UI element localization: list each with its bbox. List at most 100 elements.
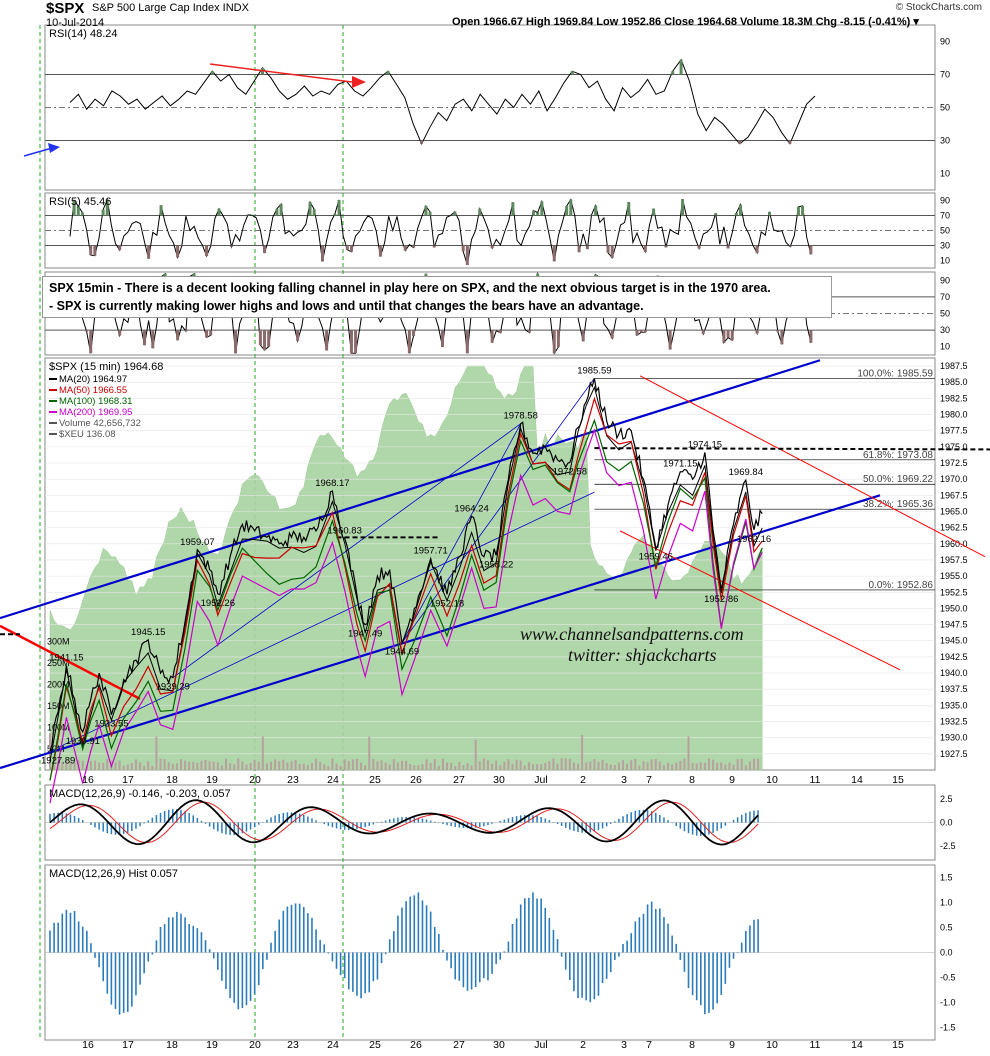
watermark-twitter: twitter: shjackcharts bbox=[568, 645, 717, 665]
price-tick-label: 1967.5 bbox=[940, 490, 968, 500]
x-axis-label-bottom: 3 bbox=[621, 1039, 627, 1051]
x-axis-label-bottom: 19 bbox=[206, 1039, 218, 1051]
rsi-tick-label: 50 bbox=[940, 103, 950, 113]
falling-channel-lower bbox=[619, 530, 901, 671]
stockcharts-credit: © StockCharts.com bbox=[895, 2, 982, 13]
x-axis-label-bottom: 7 bbox=[646, 1039, 652, 1051]
rsi-tick-label: 30 bbox=[940, 325, 950, 335]
x-axis-label-bottom: Jul bbox=[534, 1039, 547, 1051]
rsi-tick-label: 10 bbox=[940, 342, 950, 352]
price-point-label: 1958.22 bbox=[479, 559, 513, 570]
price-tick-label: 1940.0 bbox=[940, 668, 968, 678]
fib-level-label: 0.0%: 1952.86 bbox=[869, 580, 934, 591]
price-tick-label: 1957.5 bbox=[940, 555, 968, 565]
rsi-tick-label: 90 bbox=[940, 196, 950, 206]
x-axis-label: 26 bbox=[410, 774, 422, 786]
x-axis-label: 7 bbox=[646, 774, 652, 786]
macd-tick-label: 2.5 bbox=[940, 794, 953, 804]
x-axis-label: 14 bbox=[851, 774, 863, 786]
price-point-label: 1985.59 bbox=[577, 365, 611, 376]
x-axis-label: 19 bbox=[206, 774, 218, 786]
price-point-label: 1945.15 bbox=[131, 627, 165, 638]
rsi-divergence-line bbox=[209, 63, 353, 83]
rsi14-legend: RSI(14) 48.24 bbox=[49, 28, 117, 40]
symbol-description: S&P 500 Large Cap Index INDX bbox=[92, 2, 249, 14]
symbol-label: $SPX bbox=[46, 0, 85, 17]
price-tick-label: 1935.0 bbox=[940, 700, 968, 710]
x-axis-label: 9 bbox=[729, 774, 735, 786]
rsi-tick-label: 50 bbox=[940, 309, 950, 319]
rsi-tick-label: 90 bbox=[940, 37, 950, 47]
price-point-label: 1952.18 bbox=[430, 598, 464, 609]
downtrend-line bbox=[0, 624, 141, 701]
x-axis-label: 20 bbox=[249, 774, 261, 786]
price-point-label: 1960.83 bbox=[328, 525, 362, 536]
hist-tick-label: 1.5 bbox=[940, 873, 953, 883]
price-point-label: 1962.16 bbox=[737, 534, 771, 545]
macd-signal-line bbox=[49, 801, 759, 844]
x-axis-label-bottom: 30 bbox=[493, 1039, 505, 1051]
price-tick-label: 1965.0 bbox=[940, 506, 968, 516]
price-point-label: 1944.69 bbox=[385, 647, 419, 658]
price-point-label: 1959.07 bbox=[180, 537, 214, 548]
price-tick-label: 1960.0 bbox=[940, 539, 968, 549]
price-point-label: 1933.55 bbox=[94, 719, 128, 730]
macd-line bbox=[49, 799, 759, 846]
fib-level-label: 61.8%: 1973.08 bbox=[863, 450, 933, 461]
price-point-label: 1939.29 bbox=[156, 682, 190, 693]
x-axis-label-bottom: 2 bbox=[580, 1039, 586, 1051]
x-axis-label: Jul bbox=[534, 774, 547, 786]
price-tick-label: 1930.0 bbox=[940, 733, 968, 743]
x-axis-label: 2 bbox=[580, 774, 586, 786]
price-legend-entry: MA(200) 1969.95 bbox=[59, 407, 132, 418]
price-point-label: 1964.24 bbox=[454, 503, 488, 514]
price-point-label: 1927.89 bbox=[41, 755, 75, 766]
rsi-arrowhead bbox=[48, 143, 60, 153]
fib-level-label: 50.0%: 1969.22 bbox=[863, 474, 933, 485]
hist-tick-label: 0.0 bbox=[940, 948, 953, 958]
x-axis-label-bottom: 25 bbox=[369, 1039, 381, 1051]
x-axis-label-bottom: 10 bbox=[766, 1039, 778, 1051]
annotation-line-2: - SPX is currently making lower highs an… bbox=[49, 299, 644, 313]
price-tick-label: 1937.5 bbox=[940, 684, 968, 694]
price-point-label: 1941.15 bbox=[49, 653, 83, 664]
rsi5-legend: RSI(5) 45.46 bbox=[49, 196, 111, 208]
x-axis-label: 16 bbox=[82, 774, 94, 786]
x-axis-label: 18 bbox=[166, 774, 178, 786]
price-tick-label: 1975.0 bbox=[940, 442, 968, 452]
price-point-label: 1971.15 bbox=[663, 459, 697, 470]
price-tick-label: 1970.0 bbox=[940, 474, 968, 484]
x-axis-label: 24 bbox=[327, 774, 339, 786]
price-point-label: 1978.58 bbox=[504, 411, 538, 422]
rsi-tick-label: 70 bbox=[940, 292, 950, 302]
x-axis-label-bottom: 17 bbox=[122, 1039, 134, 1051]
price-point-label: 1969.84 bbox=[729, 467, 763, 478]
price-tick-label: 1977.5 bbox=[940, 426, 968, 436]
fan-line bbox=[401, 378, 595, 643]
fib-level-label: 100.0%: 1985.59 bbox=[857, 368, 933, 379]
x-axis-label-bottom: 20 bbox=[249, 1039, 261, 1051]
price-tick-label: 1945.0 bbox=[940, 636, 968, 646]
price-tick-label: 1987.5 bbox=[940, 361, 968, 371]
price-title: $SPX (15 min) 1964.68 bbox=[49, 361, 163, 373]
x-axis-label-bottom: 23 bbox=[287, 1039, 299, 1051]
x-axis-label-bottom: 15 bbox=[892, 1039, 904, 1051]
x-axis-label-bottom: 16 bbox=[82, 1039, 94, 1051]
fan-line bbox=[401, 423, 522, 643]
price-tick-label: 1982.5 bbox=[940, 393, 968, 403]
price-point-label: 1947.49 bbox=[348, 629, 382, 640]
x-axis-label-bottom: 24 bbox=[327, 1039, 339, 1051]
x-axis-label: 15 bbox=[892, 774, 904, 786]
macd-legend: MACD(12,26,9) -0.146, -0.203, 0.057 bbox=[49, 788, 231, 800]
x-axis-label: 27 bbox=[453, 774, 465, 786]
resistance-line bbox=[594, 447, 990, 451]
rsi-tick-label: 30 bbox=[940, 136, 950, 146]
x-axis-label-bottom: 8 bbox=[689, 1039, 695, 1051]
x-axis-label-bottom: 14 bbox=[851, 1039, 863, 1051]
x-axis-label-bottom: 11 bbox=[810, 1039, 821, 1051]
rsi-tick-label: 70 bbox=[940, 70, 950, 80]
price-point-label: 1952.86 bbox=[704, 594, 738, 605]
falling-channel-upper bbox=[639, 375, 986, 558]
volume-tick-label: 250M bbox=[47, 658, 70, 668]
